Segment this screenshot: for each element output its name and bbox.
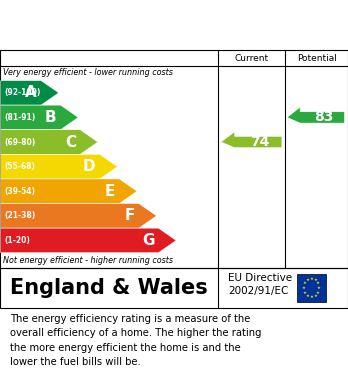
- Polygon shape: [1, 154, 118, 179]
- Text: ★: ★: [313, 294, 317, 298]
- Text: (21-38): (21-38): [4, 212, 35, 221]
- Polygon shape: [1, 179, 137, 204]
- Text: ★: ★: [309, 295, 314, 299]
- Text: ★: ★: [303, 291, 307, 294]
- Polygon shape: [1, 204, 157, 228]
- Text: ★: ★: [302, 286, 306, 290]
- Text: (39-54): (39-54): [4, 187, 35, 196]
- Polygon shape: [287, 107, 345, 123]
- Text: ★: ★: [306, 294, 310, 298]
- Text: (55-68): (55-68): [4, 162, 35, 171]
- Text: Very energy efficient - lower running costs: Very energy efficient - lower running co…: [3, 68, 173, 77]
- Text: G: G: [142, 233, 154, 248]
- Text: ★: ★: [316, 282, 320, 285]
- Text: A: A: [25, 85, 37, 100]
- Text: (69-80): (69-80): [4, 138, 35, 147]
- Text: EU Directive
2002/91/EC: EU Directive 2002/91/EC: [228, 273, 292, 296]
- Text: Energy Efficiency Rating: Energy Efficiency Rating: [10, 26, 239, 44]
- Text: Current: Current: [234, 54, 269, 63]
- Text: The energy efficiency rating is a measure of the
overall efficiency of a home. T: The energy efficiency rating is a measur…: [10, 314, 262, 367]
- Polygon shape: [1, 228, 176, 253]
- Text: ★: ★: [303, 282, 307, 285]
- Polygon shape: [1, 105, 78, 130]
- Text: ★: ★: [317, 286, 321, 290]
- Polygon shape: [1, 130, 98, 154]
- Text: ★: ★: [313, 278, 317, 282]
- Text: 74: 74: [250, 135, 269, 149]
- Text: ★: ★: [316, 291, 320, 294]
- Text: Not energy efficient - higher running costs: Not energy efficient - higher running co…: [3, 256, 174, 265]
- Text: (1-20): (1-20): [4, 236, 30, 245]
- Text: E: E: [105, 184, 115, 199]
- Text: ★: ★: [306, 278, 310, 282]
- Text: Potential: Potential: [297, 54, 337, 63]
- Polygon shape: [221, 132, 282, 148]
- Text: (81-91): (81-91): [4, 113, 35, 122]
- Text: ★: ★: [309, 277, 314, 281]
- Text: C: C: [65, 135, 76, 149]
- Text: B: B: [45, 110, 56, 125]
- Text: F: F: [124, 208, 135, 223]
- Text: England & Wales: England & Wales: [10, 278, 208, 298]
- Text: (92-100): (92-100): [4, 88, 41, 97]
- Polygon shape: [1, 81, 59, 105]
- Text: D: D: [83, 159, 96, 174]
- Text: 83: 83: [314, 110, 333, 124]
- FancyBboxPatch shape: [296, 274, 326, 302]
